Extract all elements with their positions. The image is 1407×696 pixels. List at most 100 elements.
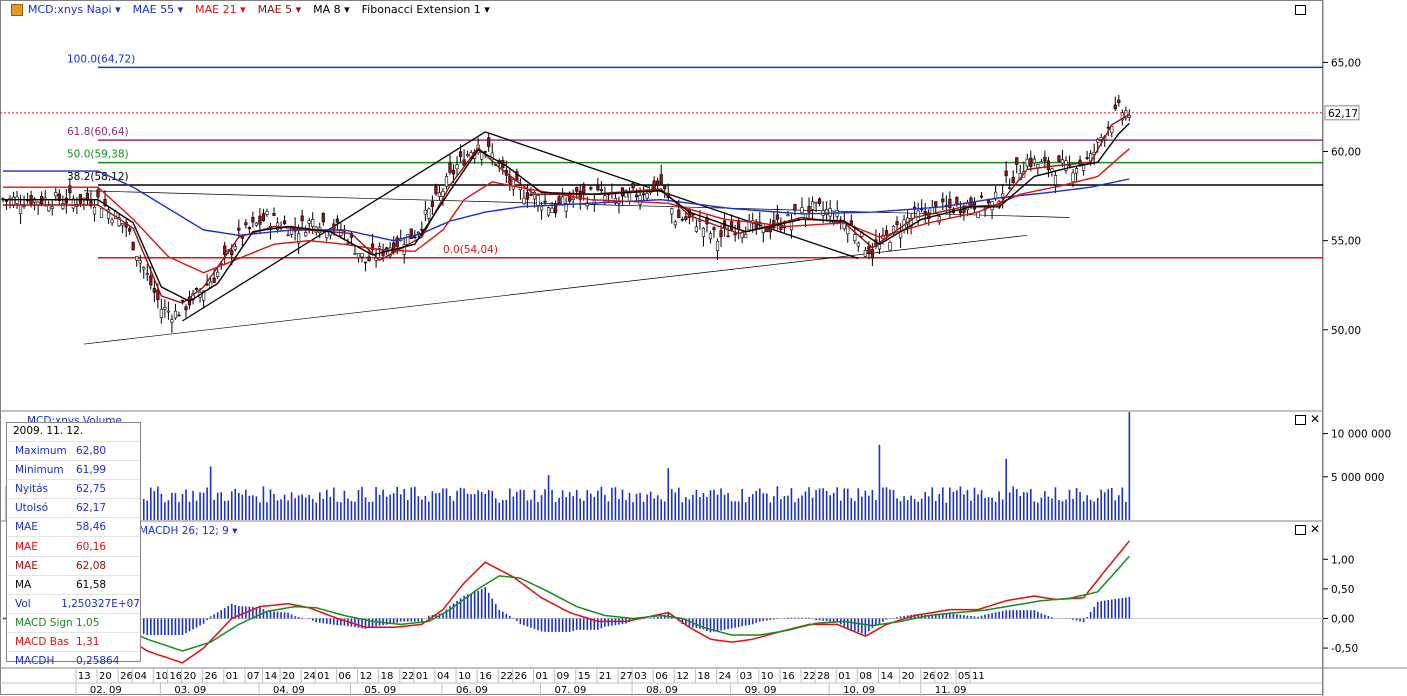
candle-body — [578, 190, 582, 200]
x-day-label: 22 — [500, 671, 513, 682]
candle-body — [156, 289, 160, 300]
candle-body — [582, 183, 586, 193]
candle-body — [814, 201, 818, 204]
candle-body — [1043, 157, 1047, 162]
candle-body — [708, 233, 713, 240]
candle-body — [810, 201, 815, 210]
candle-body — [589, 187, 593, 190]
price-panel-maximize-button[interactable] — [1295, 5, 1306, 15]
x-month-label: 08. 09 — [646, 685, 678, 696]
candle-body — [627, 191, 632, 202]
candle-body — [557, 196, 561, 205]
indicator-menu-item[interactable]: Fibonacci Extension 1 ▾ — [361, 3, 490, 16]
candle-body — [374, 257, 378, 261]
indicator-menu-item[interactable]: MAE 21 ▾ — [195, 3, 246, 16]
candle-body — [1117, 99, 1121, 104]
x-day-label: 06 — [338, 671, 351, 682]
price-tick-label: 50,00 — [1331, 325, 1361, 337]
volume-panel-close-button[interactable]: ✕ — [1310, 412, 1321, 426]
candle-body — [121, 223, 125, 226]
fibonacci-level-label: 38.2(58,12) — [67, 171, 129, 183]
candle-body — [265, 210, 269, 215]
candle-body — [483, 151, 487, 153]
candle-body — [684, 216, 688, 220]
candle-body — [631, 182, 635, 189]
info-row: MACD Sign 1,05 — [7, 612, 140, 632]
macd-panel-maximize-button[interactable] — [1295, 525, 1306, 535]
candle-body — [923, 210, 927, 215]
x-day-label: 04 — [134, 671, 147, 682]
candle-body — [1025, 158, 1029, 167]
x-day-label: 07 — [247, 671, 260, 682]
candle-body — [92, 206, 97, 215]
x-day-label: 11 — [972, 671, 985, 682]
macd-line — [3, 540, 1130, 664]
candle-body — [948, 198, 952, 209]
indicator-menu-item[interactable]: MAE 5 ▾ — [257, 3, 302, 16]
symbol-menu[interactable]: MCD:xnys Napi ▾ — [28, 3, 121, 16]
candle-body — [480, 152, 484, 160]
x-day-label: 10 — [155, 671, 168, 682]
candle-body — [1120, 112, 1124, 121]
candle-body — [793, 204, 797, 211]
candle-body — [828, 208, 832, 217]
candle-body — [332, 223, 336, 231]
info-label: Maximum — [15, 445, 67, 458]
x-day-label: 10 — [761, 671, 774, 682]
candle-body — [448, 162, 452, 173]
macd-panel-close-button[interactable]: ✕ — [1310, 522, 1321, 536]
info-row: MAE 60,16 — [7, 536, 140, 555]
candle-body — [57, 193, 61, 201]
candle-body — [434, 185, 438, 195]
last-price-box — [1324, 105, 1360, 121]
price-tick-label: 65,00 — [1331, 57, 1361, 69]
candle-body — [212, 277, 216, 283]
trendline[interactable] — [484, 131, 859, 260]
info-row: MACDH 0,25864 — [7, 651, 140, 670]
candle-body — [297, 233, 301, 244]
candle-body — [423, 209, 427, 215]
candle-body — [522, 197, 526, 205]
x-month-label: 03. 09 — [174, 685, 206, 696]
macd-tick-label: 0,50 — [1331, 584, 1354, 596]
candle-body — [47, 205, 51, 212]
candle-body — [1008, 187, 1012, 189]
info-value: 1,05 — [76, 616, 100, 629]
info-row: Nyitás 62,75 — [7, 479, 140, 498]
info-label: MACD Bas — [15, 635, 69, 648]
indicator-toolbar: MCD:xnys Napi ▾ MAE 55 ▾ MAE 21 ▾ MAE 5 ▾ M… — [28, 3, 490, 17]
candle-body — [575, 187, 579, 192]
info-label: MA — [15, 578, 32, 591]
x-day-label: 01 — [838, 671, 851, 682]
indicator-menu-item[interactable]: MA 8 ▾ — [313, 3, 350, 16]
x-day-label: 01 — [226, 671, 239, 682]
x-day-label: 21 — [599, 671, 612, 682]
indicator-menu-item[interactable]: MAE 55 ▾ — [132, 3, 184, 16]
candle-body — [624, 190, 628, 198]
x-day-label: 18 — [381, 671, 394, 682]
x-day-label: 15 — [578, 671, 591, 682]
x-day-label: 28 — [817, 671, 830, 682]
candle-body — [395, 237, 399, 247]
info-value: 58,46 — [76, 521, 107, 534]
volume-panel-maximize-button[interactable] — [1295, 415, 1306, 425]
candle-body — [64, 197, 68, 204]
x-month-label: 06. 09 — [456, 685, 488, 696]
x-day-label: 27 — [620, 671, 633, 682]
info-label: MACDH — [15, 655, 55, 668]
candle-body — [335, 218, 339, 223]
x-day-label: 12 — [360, 671, 373, 682]
candle-body — [377, 246, 382, 249]
info-value: 62,75 — [76, 483, 107, 496]
x-day-label: 09 — [557, 671, 570, 682]
candle-body — [800, 207, 804, 213]
candle-body — [1011, 177, 1015, 184]
app-icon[interactable] — [11, 4, 23, 16]
candle-body — [1001, 193, 1005, 199]
info-row: Minimum 61,99 — [7, 460, 140, 479]
candle-body — [596, 185, 600, 191]
candle-body — [487, 137, 491, 147]
candle-body — [346, 242, 350, 245]
candle-body — [1071, 172, 1075, 183]
